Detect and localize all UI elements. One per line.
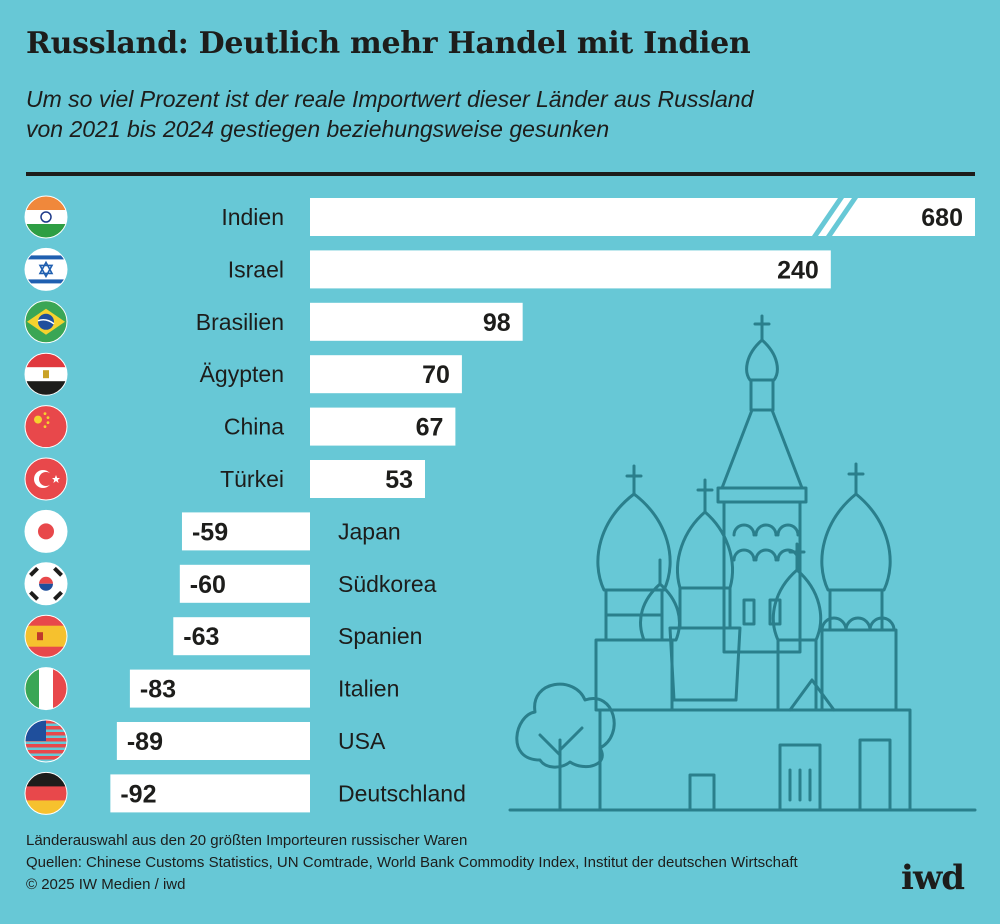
spain-flag-icon	[24, 614, 68, 658]
bar-row: -92 Deutschland	[110, 774, 466, 813]
axis-break-mark	[826, 198, 858, 236]
chart-footer: Länderauswahl aus den 20 größten Importe…	[26, 830, 798, 896]
category-label: Türkei	[220, 466, 284, 492]
category-label: Japan	[338, 518, 401, 544]
china-flag-icon	[24, 405, 68, 449]
bar	[129, 669, 310, 708]
category-label: China	[224, 414, 284, 440]
turkey-flag-icon	[24, 457, 68, 501]
subtitle-line-1: Um so viel Prozent ist der reale Importw…	[26, 86, 754, 112]
germany-flag-icon	[24, 771, 68, 815]
bar-row: -63 Spanien	[173, 617, 422, 656]
usa-flag-icon	[24, 719, 68, 763]
subtitle-line-2: von 2021 bis 2024 gestiegen beziehungswe…	[26, 116, 610, 142]
israel-flag-icon	[24, 247, 68, 291]
footer-note: Länderauswahl aus den 20 größten Importe…	[26, 832, 468, 849]
south-korea-flag-icon	[24, 562, 68, 606]
bar	[310, 355, 462, 394]
bar	[310, 460, 426, 498]
chart-subtitle: Um so viel Prozent ist der reale Importw…	[26, 84, 926, 144]
bar-row: 240 Israel	[228, 250, 831, 289]
kremlin-illustration	[508, 314, 977, 812]
bar-row: 53 Türkei	[220, 460, 426, 498]
egypt-flag-icon	[24, 352, 68, 396]
japan-flag-icon	[24, 509, 68, 553]
bar	[310, 407, 456, 446]
india-flag-icon	[24, 195, 68, 239]
category-label: Indien	[221, 204, 284, 230]
value-label: -60	[190, 571, 226, 599]
bar	[179, 564, 310, 603]
brazil-flag-icon	[24, 300, 68, 344]
category-label: Italien	[338, 676, 399, 702]
value-label: 70	[422, 361, 450, 389]
bar	[116, 722, 311, 760]
iwd-logo: iwd	[901, 858, 965, 898]
bar-row: -60 Südkorea	[179, 564, 437, 603]
bar-row: 98 Brasilien	[196, 302, 523, 341]
bar-row: -59 Japan	[181, 512, 401, 551]
value-label: 680	[921, 204, 963, 232]
category-label: Brasilien	[196, 309, 284, 335]
bar	[310, 250, 831, 289]
title-divider	[26, 172, 975, 176]
category-label: Israel	[228, 256, 284, 282]
value-label: 240	[777, 256, 819, 284]
category-label: Südkorea	[338, 571, 437, 597]
bar-row: 680 Indien	[221, 198, 975, 236]
chart-title: Russland: Deutlich mehr Handel mit Indie…	[26, 26, 751, 61]
value-label: 53	[385, 466, 413, 494]
value-label: -89	[127, 728, 163, 756]
bar-row: -89 USA	[116, 722, 386, 760]
bar	[110, 774, 310, 813]
category-label: Ägypten	[200, 361, 284, 387]
footer-copyright: © 2025 IW Medien / iwd	[26, 876, 186, 893]
bar	[173, 617, 310, 656]
value-label: 67	[416, 414, 444, 442]
category-label: Deutschland	[338, 780, 466, 806]
bar-row: -83 Italien	[129, 669, 399, 708]
value-label: 98	[483, 309, 511, 337]
italy-flag-icon	[24, 667, 68, 711]
bar	[181, 512, 310, 551]
category-label: Spanien	[338, 623, 422, 649]
value-label: -63	[183, 623, 219, 651]
bar	[310, 198, 975, 236]
footer-sources: Quellen: Chinese Customs Statistics, UN …	[26, 854, 798, 871]
value-label: -92	[120, 780, 156, 808]
value-label: -83	[140, 676, 176, 704]
bar-row: 70 Ägypten	[200, 355, 462, 394]
bar-row: 67 China	[224, 407, 456, 446]
axis-break-mark	[812, 198, 844, 236]
value-label: -59	[192, 518, 228, 546]
bar	[310, 302, 523, 341]
category-label: USA	[338, 728, 386, 754]
